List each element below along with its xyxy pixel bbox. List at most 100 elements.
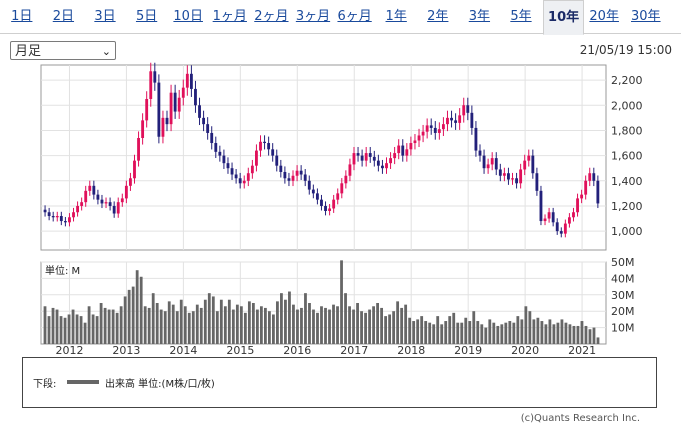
candle-body [173,92,177,112]
volume-bar [568,324,572,344]
volume-bar [368,309,371,344]
candle-body [494,158,498,170]
period-select[interactable]: 月足 ⌄ [10,41,116,60]
candle-body [100,199,104,204]
volume-bar [480,324,484,344]
volume-bar [392,311,396,344]
volume-bar [304,293,307,344]
volume-bar [239,306,243,344]
tab-14[interactable]: 20年 [589,9,619,24]
tab-12[interactable]: 5年 [510,9,532,24]
candle-body [454,120,458,123]
volume-bar [548,319,552,344]
volume-bar [123,296,127,344]
volume-bar [528,311,532,344]
candle-body [547,212,551,219]
volume-bar [396,301,400,344]
volume-bar [259,306,263,344]
tab-10[interactable]: 2年 [427,9,449,24]
volume-bar [404,304,408,344]
tab-11[interactable]: 3年 [468,9,491,24]
candle-body [222,155,226,164]
candle-body [328,208,332,211]
tab-1[interactable]: 2日 [52,9,75,24]
candle-body [405,149,409,156]
tab-2[interactable]: 3日 [94,9,116,24]
volume-bar [560,319,564,344]
tab-8[interactable]: 6ヶ月 [337,9,372,24]
volume-bar [424,321,428,344]
volume-bar [312,309,315,344]
volume-tick-label: 40M [611,272,635,285]
tab-6[interactable]: 2ヶ月 [254,9,289,24]
volume-bar [143,306,147,344]
tab-7[interactable]: 3ヶ月 [295,9,331,24]
candle-body [441,124,445,130]
volume-tick-label: 10M [611,322,635,335]
volume-bar [243,312,247,344]
volume-bar [115,312,119,344]
candle-body [299,170,303,175]
tab-5[interactable]: 1ヶ月 [212,9,247,24]
candle-body [263,141,266,144]
candle-body [462,105,466,116]
candle-body [413,140,417,144]
tab-15[interactable]: 30年 [631,9,661,24]
volume-bar [167,301,171,344]
price-panel [40,64,607,251]
volume-bar [139,276,143,344]
volume-bar [436,316,440,344]
candle-body [482,155,486,169]
x-tick-label: 2017 [340,344,368,357]
candle-body [364,153,368,161]
candle-body [279,165,283,172]
volume-bar [207,293,211,344]
candle-body [88,185,92,191]
volume-bar [584,325,588,344]
candle-body [563,223,567,234]
candle-body [133,160,136,179]
volume-bar [476,321,480,344]
legend-box: 下段: 出来高 単位:(M株/口/枚) [22,357,657,408]
candle-body [466,105,470,113]
price-tick-label: 2,200 [611,74,643,87]
volume-bar [576,325,580,344]
volume-bar [520,319,524,344]
tab-3[interactable]: 5日 [135,9,158,24]
volume-bar [516,316,520,344]
volume-bar [588,329,592,344]
x-tick-label: 2016 [283,344,311,357]
volume-bar [524,306,528,344]
candle-body [177,97,181,112]
candle-body [51,216,55,218]
legend-text: 出来高 単位:(M株/口/枚) [105,379,215,390]
volume-bar [456,322,460,344]
candle-body [157,82,161,137]
tab-9[interactable]: 1年 [385,9,407,24]
candle-body [535,173,539,191]
candle-body [137,137,140,161]
volume-bar [203,299,207,344]
tab-4[interactable]: 10日 [173,9,203,24]
candle-body [181,87,185,98]
volume-bar [504,322,508,344]
candle-body [59,216,63,222]
candle-body [539,190,543,222]
volume-bar [288,291,291,344]
candle-body [104,202,108,204]
volume-bar [195,304,199,344]
volume-bar [43,306,47,344]
tab-0[interactable]: 1日 [11,9,33,24]
volume-bar [79,316,83,344]
volume-bar [183,306,187,344]
candle-body [194,88,197,106]
candle-body [576,198,579,213]
volume-bar [255,309,259,344]
candle-body [543,218,547,222]
candle-body [368,153,372,157]
volume-bar [380,307,384,344]
tab-13[interactable]: 10年 [542,0,585,35]
candle-body [47,212,51,217]
candle-body [401,145,405,156]
candle-body [76,205,80,213]
